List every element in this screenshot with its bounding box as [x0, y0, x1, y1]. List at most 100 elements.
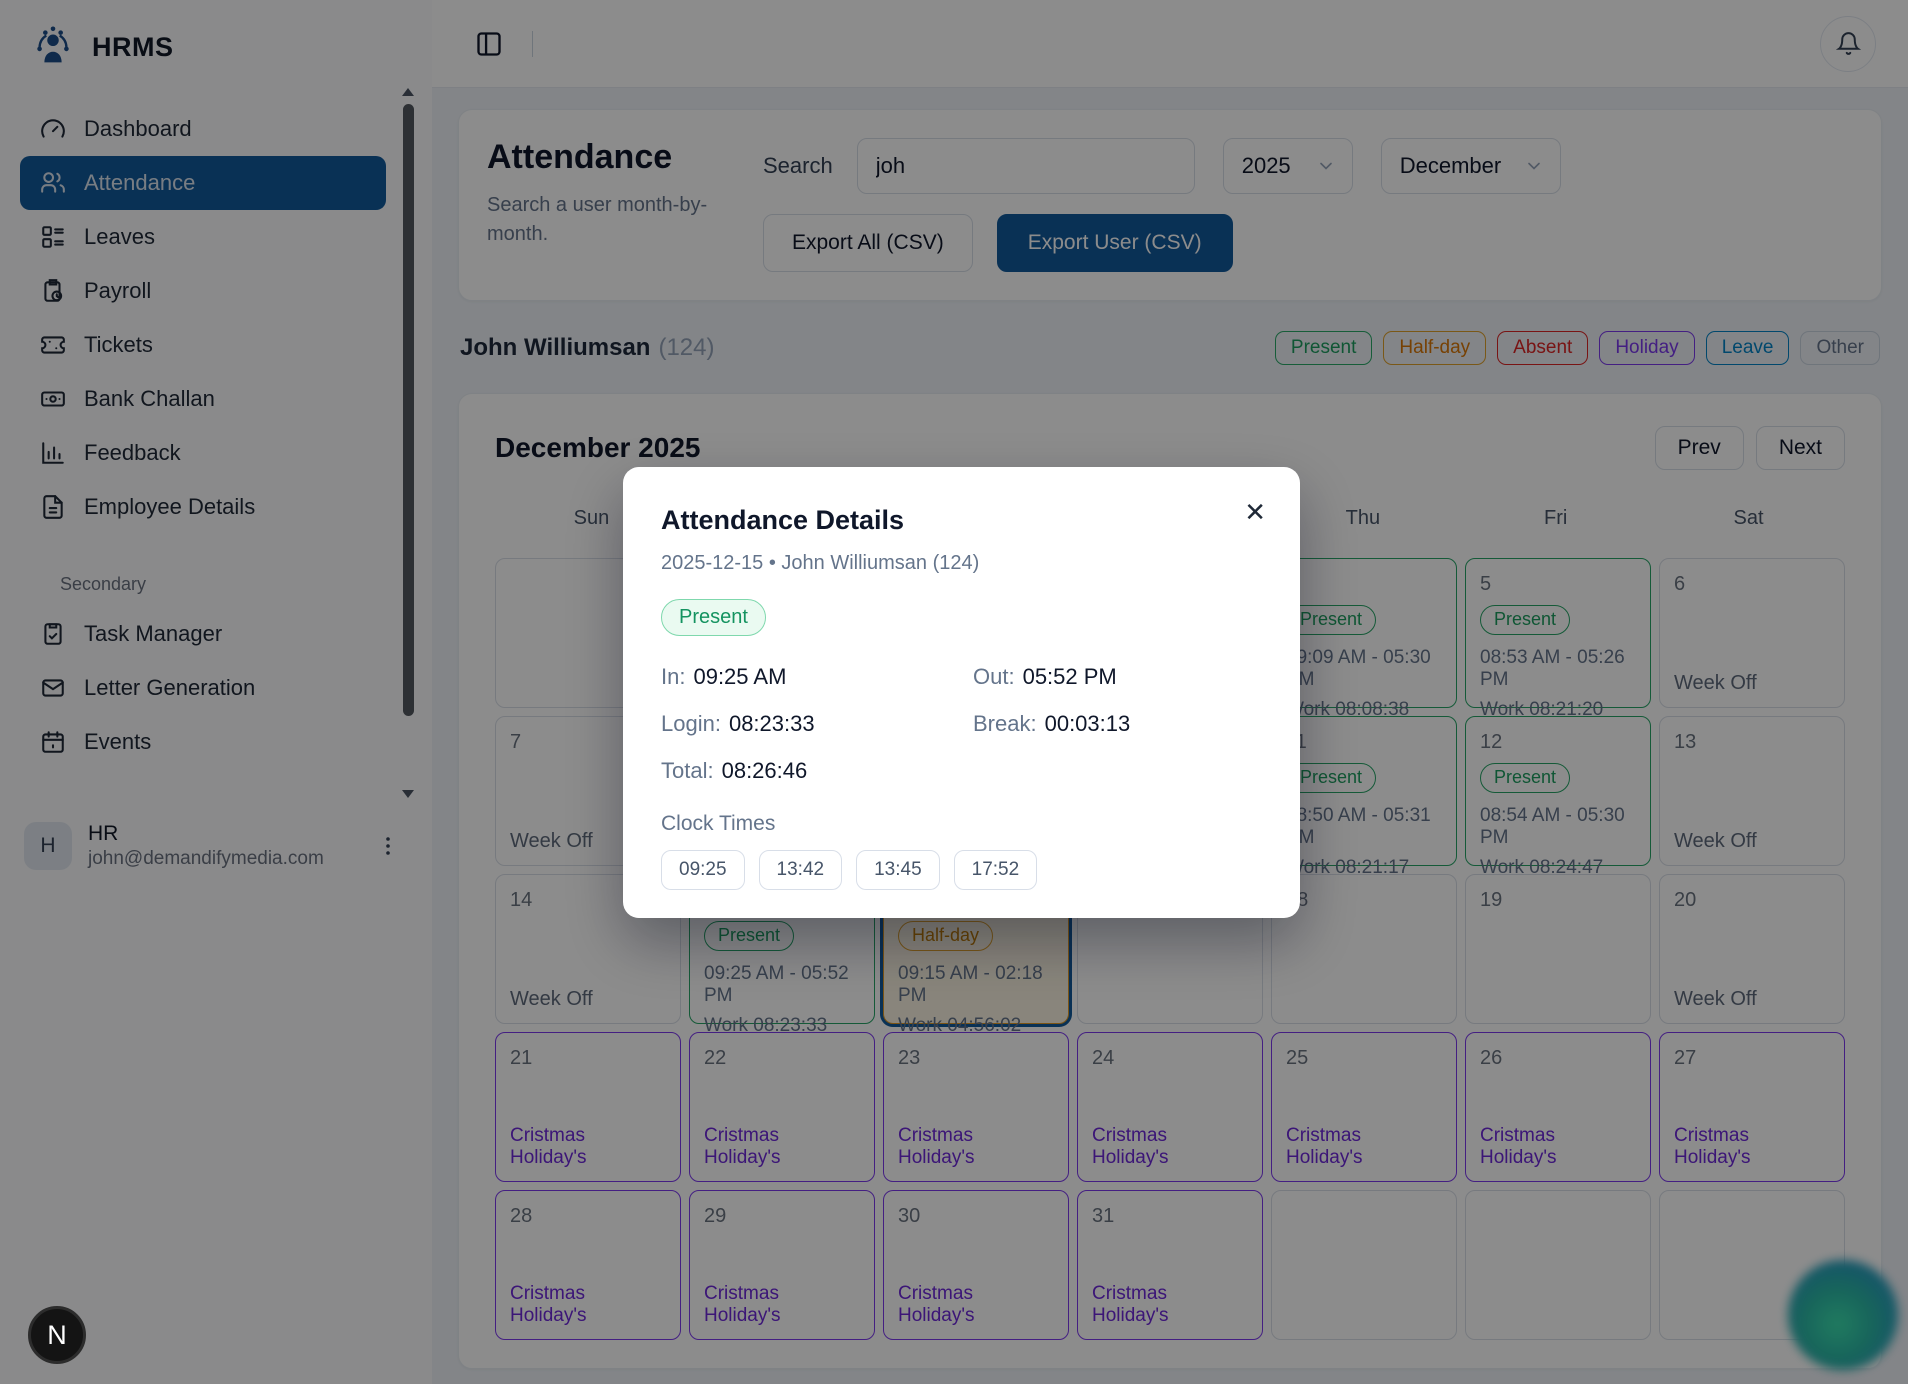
detail-row: Total: 08:26:46 [661, 758, 973, 784]
day-note: Cristmas Holiday's [898, 1283, 975, 1326]
sidebar-toggle-button[interactable] [472, 27, 506, 61]
calendar-day-cell[interactable]: 21 Cristmas Holiday's [495, 1032, 681, 1182]
next-month-button[interactable]: Next [1755, 426, 1845, 470]
day-number: 30 [898, 1205, 921, 1227]
calendar-day-cell[interactable] [1465, 1190, 1651, 1340]
calendar-day-cell[interactable]: 20 Week Off [1659, 874, 1845, 1024]
sidebar-item-bank-challan[interactable]: Bank Challan [20, 372, 386, 426]
calendar-month-title: December 2025 [495, 432, 701, 463]
calendar-day-cell[interactable]: 19 [1465, 874, 1651, 1024]
day-work-duration: Work 08:21:17 [1286, 856, 1410, 878]
avatar: H [24, 822, 72, 870]
calendar-day-cell[interactable]: 28 Cristmas Holiday's [495, 1190, 681, 1340]
detail-row: In: 09:25 AM [661, 664, 973, 690]
modal-status-badge: Present [661, 599, 766, 636]
sidebar-item-task-manager[interactable]: Task Manager [20, 607, 386, 661]
sidebar-item-feedback[interactable]: Feedback [20, 426, 386, 480]
sidebar-item-attendance[interactable]: Attendance [20, 156, 386, 210]
month-select[interactable]: December [1380, 138, 1561, 194]
sidebar-item-dashboard[interactable]: Dashboard [20, 102, 386, 156]
attendance-details-modal: ✕ Attendance Details 2025-12-15 • John W… [623, 467, 1300, 918]
day-work-duration: Work 08:08:38 [1286, 698, 1410, 720]
calendar-day-cell[interactable]: 11 Present 08:50 AM - 05:31 PM Work 08:2… [1271, 716, 1457, 878]
calendar-day-cell[interactable]: 13 Week Off [1659, 716, 1845, 866]
sidebar-item-label: Attendance [84, 170, 196, 195]
sidebar-item-label: Feedback [84, 440, 181, 465]
calendar-day-cell[interactable]: 6 Week Off [1659, 558, 1845, 708]
scroll-up-icon[interactable] [402, 88, 414, 96]
sidebar-item-label: Dashboard [84, 116, 192, 141]
clipboard-clock-icon [40, 278, 66, 304]
gauge-icon [40, 116, 66, 142]
sidebar-item-employee-details[interactable]: Employee Details [20, 480, 386, 534]
detail-row: Out: 05:52 PM [973, 664, 1262, 690]
detail-value: 05:52 PM [1022, 664, 1117, 689]
day-time-range: 08:54 AM - 05:30 PM [1480, 804, 1625, 848]
calendar-day-cell[interactable]: 22 Cristmas Holiday's [689, 1032, 875, 1182]
sidebar-user-card[interactable]: H HR john@demandifymedia.com [24, 821, 408, 871]
page-title: Attendance [487, 138, 673, 176]
detail-value: 08:26:46 [721, 758, 808, 783]
kebab-menu-icon[interactable] [368, 830, 408, 862]
day-work-duration: Work 04:56:02 [898, 1014, 1022, 1036]
export-user-button[interactable]: Export User (CSV) [996, 214, 1233, 272]
sidebar-item-leaves[interactable]: Leaves [20, 210, 386, 264]
sidebar-item-label: Events [84, 729, 152, 754]
day-number: 25 [1286, 1047, 1309, 1069]
calendar-day-cell[interactable]: 30 Cristmas Holiday's [883, 1190, 1069, 1340]
day-note: Cristmas Holiday's [1674, 1125, 1751, 1168]
close-icon[interactable]: ✕ [1244, 497, 1266, 527]
layout-list-icon [40, 224, 66, 250]
notifications-button[interactable] [1820, 15, 1876, 72]
sidebar-item-letter-generation[interactable]: Letter Generation [20, 661, 386, 715]
day-note: Cristmas Holiday's [704, 1125, 781, 1168]
scroll-down-icon[interactable] [402, 790, 414, 798]
calendar-day-cell[interactable]: 26 Cristmas Holiday's [1465, 1032, 1651, 1182]
secondary-section-label: Secondary [60, 574, 147, 594]
sidebar-item-tickets[interactable]: Tickets [20, 318, 386, 372]
topbar-divider [532, 30, 533, 57]
weekday-label: Sun [573, 506, 610, 529]
export-all-button[interactable]: Export All (CSV) [763, 214, 973, 272]
calendar-day-cell[interactable] [1271, 1190, 1457, 1340]
calendar-day-cell[interactable]: 23 Cristmas Holiday's [883, 1032, 1069, 1182]
calendar-day-cell[interactable]: 31 Cristmas Holiday's [1077, 1190, 1263, 1340]
day-note: Cristmas Holiday's [1092, 1125, 1169, 1168]
sidebar-item-label: Leaves [84, 224, 155, 249]
mail-icon [40, 675, 66, 701]
calendar-day-cell[interactable]: 12 Present 08:54 AM - 05:30 PM Work 08:2… [1465, 716, 1651, 878]
day-number: 6 [1674, 573, 1686, 595]
day-note: Week Off [1674, 672, 1757, 694]
calendar-day-cell[interactable]: 27 Cristmas Holiday's [1659, 1032, 1845, 1182]
day-work-duration: Work 08:23:33 [704, 1014, 828, 1036]
day-number: 31 [1092, 1205, 1115, 1227]
user-name: HR [88, 822, 119, 845]
sidebar-scrollbar[interactable] [401, 88, 415, 798]
detail-row: Break: 00:03:13 [973, 711, 1262, 737]
dev-badge-button[interactable]: N [28, 1306, 86, 1364]
search-label: Search [763, 153, 833, 178]
year-select[interactable]: 2025 [1222, 138, 1353, 194]
prev-month-button[interactable]: Prev [1654, 426, 1744, 470]
day-note: Week Off [1674, 988, 1757, 1010]
calendar-day-cell[interactable]: 4 Present 09:09 AM - 05:30 PM Work 08:08… [1271, 558, 1457, 720]
search-input[interactable] [856, 138, 1195, 194]
day-note: Cristmas Holiday's [510, 1283, 587, 1326]
legend-absent-badge: Absent [1497, 331, 1589, 365]
sidebar-item-payroll[interactable]: Payroll [20, 264, 386, 318]
day-note: Cristmas Holiday's [704, 1283, 781, 1326]
calendar-day-cell[interactable]: 24 Cristmas Holiday's [1077, 1032, 1263, 1182]
scrollbar-thumb[interactable] [402, 104, 414, 716]
detail-label: Login: [661, 711, 721, 736]
sidebar-item-events[interactable]: Events [20, 715, 386, 769]
chat-widget-button[interactable] [1788, 1260, 1898, 1370]
hrms-logo-icon [30, 24, 76, 70]
day-number: 24 [1092, 1047, 1115, 1069]
calendar-day-cell[interactable]: 5 Present 08:53 AM - 05:26 PM Work 08:21… [1465, 558, 1651, 720]
detail-label: Total: [661, 758, 714, 783]
clock-time-chip: 17:52 [953, 850, 1038, 890]
calendar-day-cell[interactable]: 29 Cristmas Holiday's [689, 1190, 875, 1340]
day-note: Cristmas Holiday's [1480, 1125, 1557, 1168]
employee-summary-row: John Williumsan (124) Present Half-day A… [460, 331, 1880, 365]
calendar-day-cell[interactable]: 25 Cristmas Holiday's [1271, 1032, 1457, 1182]
